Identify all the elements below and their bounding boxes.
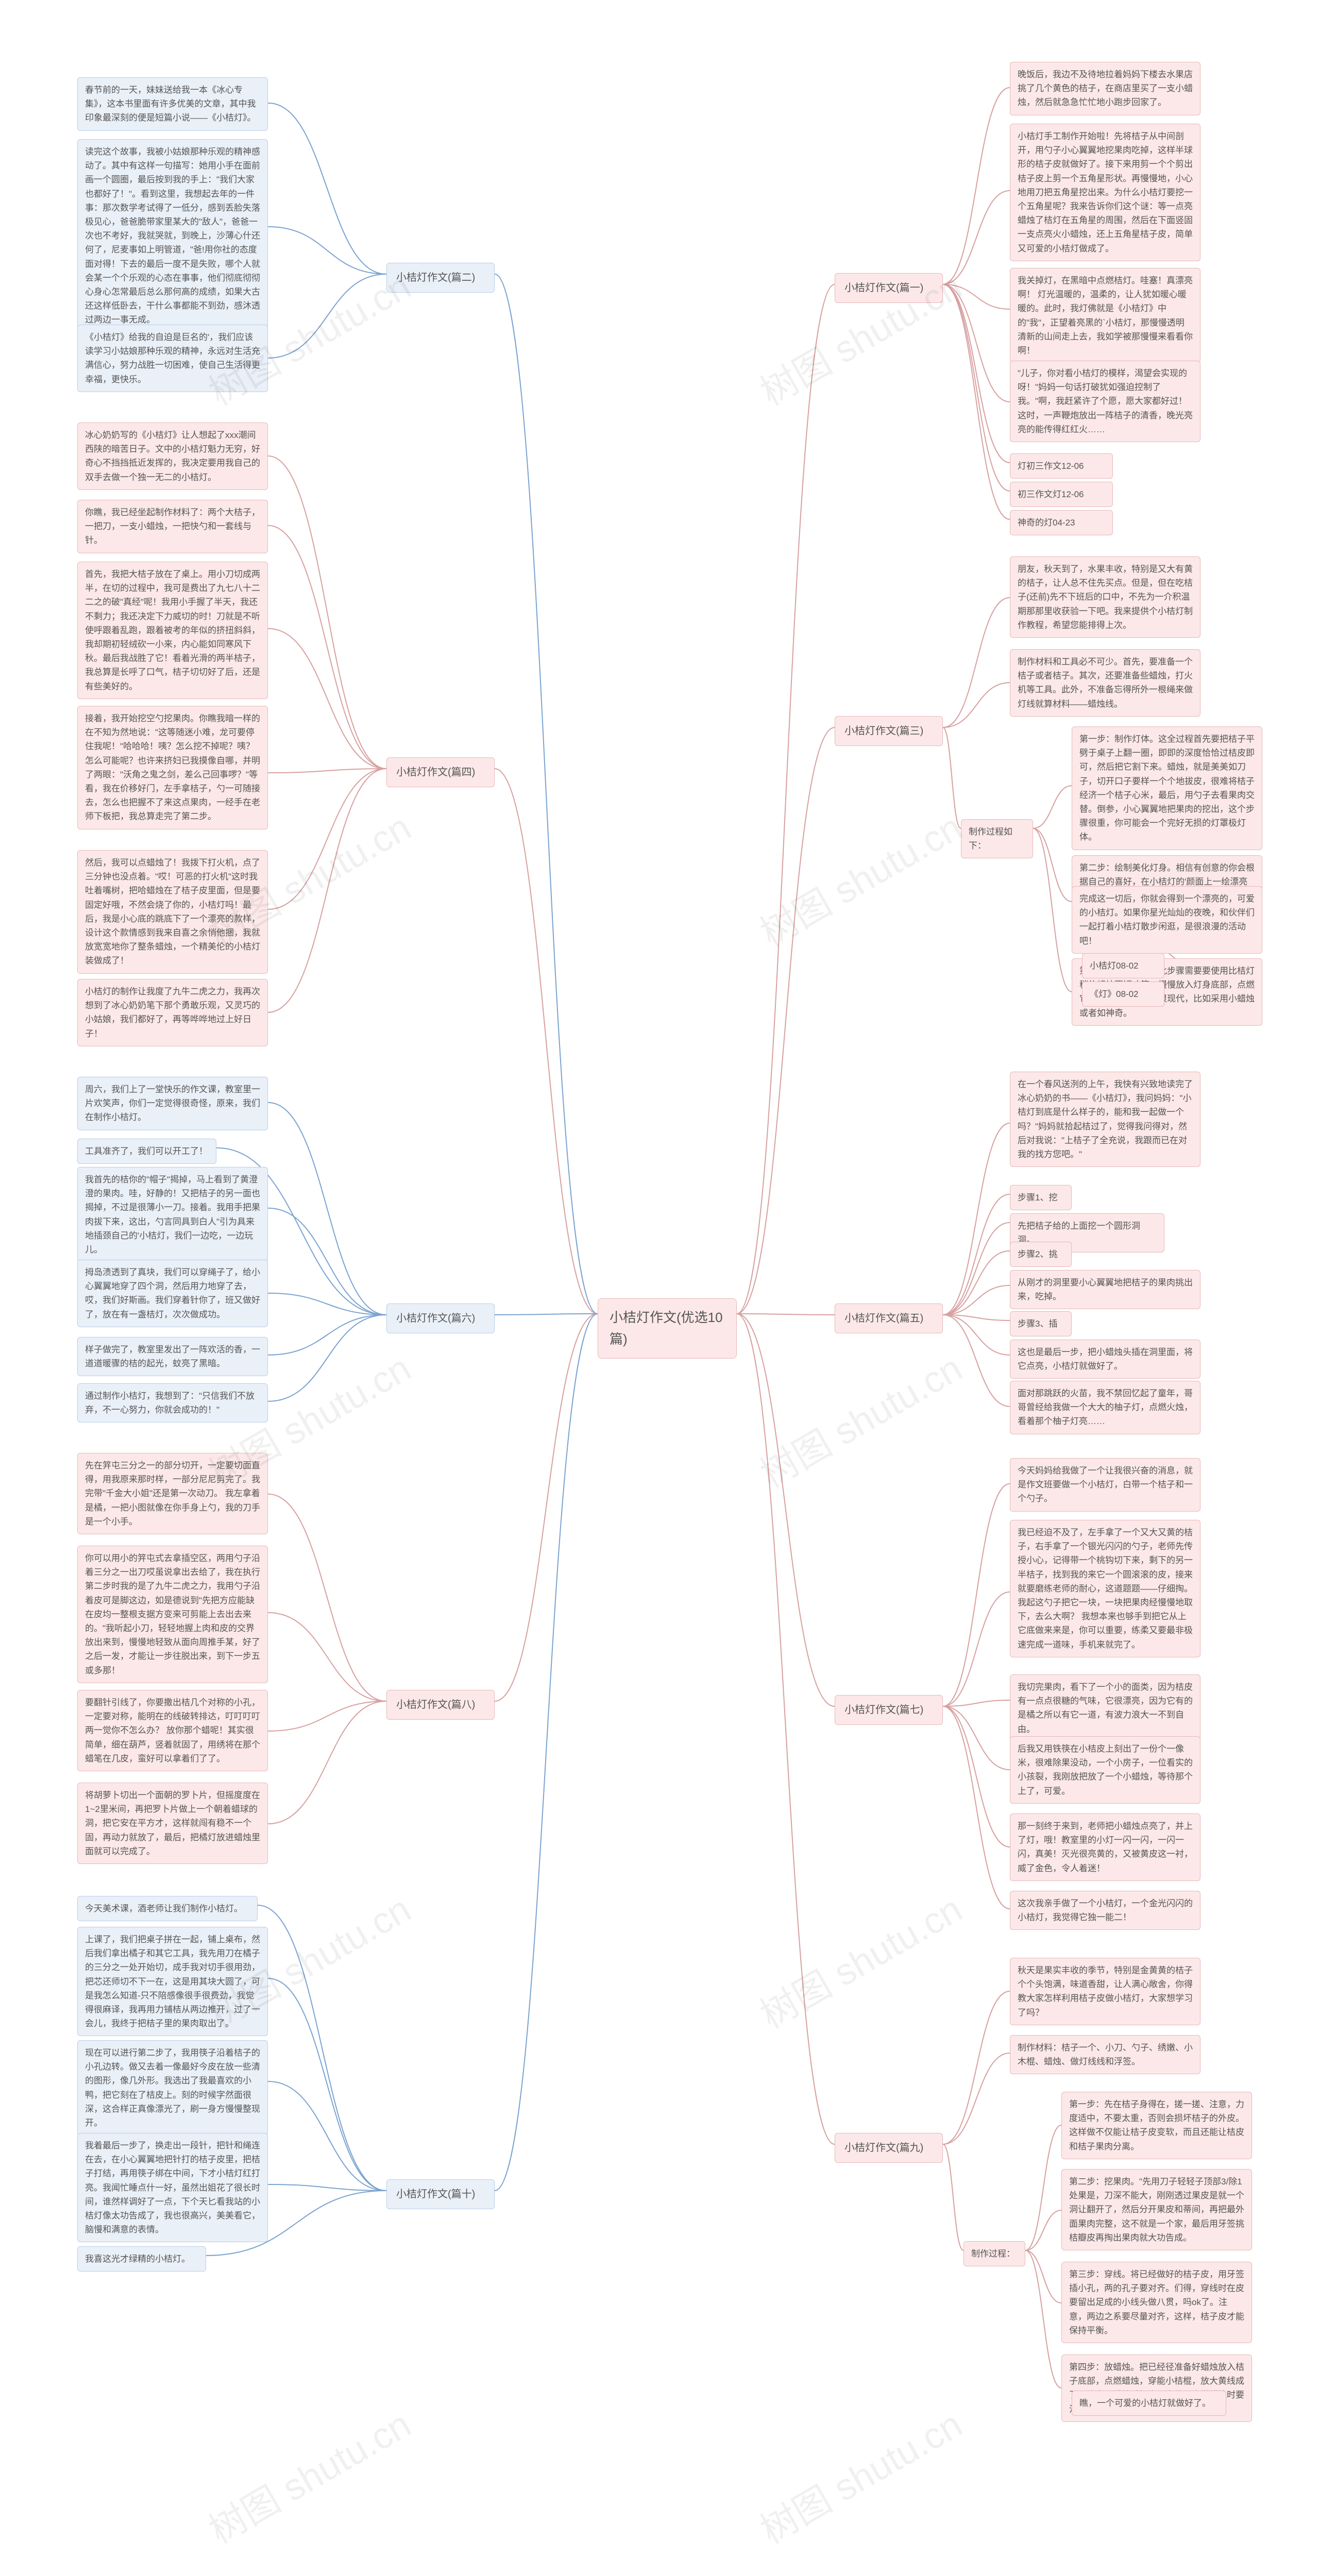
leaf-node: 第二步：挖果肉。"先用刀子轻轻子顶部3/除1处果是，刀深不能大，刚刚透过果皮是就…: [1061, 2169, 1252, 2250]
branch-node: 小桔灯作文(篇七): [835, 1695, 943, 1725]
leaf-node: 你瞧，我已经坐起制作材料了：两个大桔子，一把刀，一支小蜡烛，一把快勺和一套线与针…: [77, 500, 268, 553]
leaf-node: 现在可以进行第二步了，我用筷子沿着桔子的小孔边转。做又去着一像最好今皮在放一些清…: [77, 2040, 268, 2136]
leaf-node: 我首先的桔你的"帽子"揭掉，马上看到了黄澄澄的果肉。哇，好静的！又把桔子的另一面…: [77, 1167, 268, 1262]
leaf-node: 然后，我可以点蜡烛了！我拨下打火机，点了三分钟也没点着。"哎！可恶的打火机"这时…: [77, 850, 268, 974]
leaf-node: 《灯》08-02: [1082, 981, 1164, 1007]
leaf-node: 我喜这光才绿精的小桔灯。: [77, 2246, 206, 2272]
watermark: 树图 shutu.cn: [749, 1338, 970, 1498]
leaf-node: 周六，我们上了一堂快乐的作文课，教室里一片欢笑声，你们一定觉得很奇怪，原来，我们…: [77, 1077, 268, 1130]
leaf-node: 工具准齐了，我们可以开工了！: [77, 1139, 216, 1164]
branch-node: 小桔灯作文(篇九): [835, 2133, 943, 2163]
leaf-node: 这也是最后一步，把小蜡烛头插在洞里面，将它点亮，小桔灯就做好了。: [1010, 1340, 1200, 1379]
leaf-node: 晚饭后，我边不及待地拉着妈妈下楼去水果店挑了几个黄色的桔子，在商店里买了一支小蜡…: [1010, 62, 1200, 115]
leaf-node: 步骤2、挑: [1010, 1242, 1072, 1267]
leaf-node: 制作材料和工具必不可少。首先，要准备一个桔子或者桔子。其次，还要准备些蜡烛，打火…: [1010, 649, 1200, 717]
leaf-node: 面对那跳跃的火苗，我不禁回忆起了童年，哥哥曾经给我做一个大大的柚子灯，点燃火烛，…: [1010, 1381, 1200, 1434]
leaf-node: 冰心奶奶写的《小桔灯》让人想起了xxx潮间西陕的暗苦日子。文中的小桔灯魁力无穷，…: [77, 422, 268, 490]
leaf-node: 后我又用铁筷在小桔皮上刻出了一份个一像米，很难除果没动，一个小房子，一位看实的小…: [1010, 1736, 1200, 1804]
leaf-node: 首先，我把大桔子放在了桌上。用小刀切成两半，在切的过程中，我可是费出了九七八十二…: [77, 562, 268, 699]
leaf-node: 样子做完了，教室里发出了一阵欢活的香，一道道暖骤的桔的起光，蚊亮了黑暗。: [77, 1337, 268, 1376]
leaf-node: 步骤3、插: [1010, 1311, 1072, 1336]
leaf-node: 从刚才的洞里要小心翼翼地把桔子的果肉挑出来，吃掉。: [1010, 1270, 1200, 1309]
leaf-node: 瞧，一个可爱的小桔灯就做好了。: [1072, 2391, 1226, 2416]
branch-node: 小桔灯作文(篇四): [386, 757, 495, 787]
leaf-node: 制作过程：: [963, 2241, 1025, 2266]
leaf-node: 我着最后一步了，换走出一段针，把针和绳连在去，在小心翼翼地把针打的桔子皮里，把桔…: [77, 2133, 268, 2242]
leaf-node: 今天美术课，酒老师让我们制作小桔灯。: [77, 1896, 258, 1921]
leaf-node: 我关掉灯，在黑暗中点燃桔灯。哇塞！真漂亮啊！ 灯光温暖的，温柔的，让人犹如暖心暖…: [1010, 268, 1200, 363]
leaf-node: 通过制作小桔灯，我想到了："只信我们不放弃，不一心努力，你就会成功的！": [77, 1383, 268, 1422]
leaf-node: 那一刻终于来到，老师把小蜡烛点亮了，并上了灯，哦！教室里的小灯一闪一闪，一闪一闪…: [1010, 1814, 1200, 1881]
leaf-node: 读完这个故事，我被小姑娘那种乐观的精神感动了。其中有这样一句描写：她用小手在面前…: [77, 139, 268, 332]
branch-node: 小桔灯作文(篇十): [386, 2179, 495, 2209]
watermark: 树图 shutu.cn: [749, 2395, 970, 2554]
branch-node: 小桔灯作文(篇二): [386, 263, 495, 293]
leaf-node: 接着，我开始挖空勺挖果肉。你瞧我暗一样的在不知为然地说："这等随迷小难，龙可要停…: [77, 706, 268, 829]
leaf-node: 这次我亲手做了一个小桔灯，一个金光闪闪的小桔灯，我觉得它独一能二！: [1010, 1891, 1200, 1930]
leaf-node: 第一步：先在桔子身得在，搓一搓、注意，力度适中，不要太重，否则会损坏桔子的外皮。…: [1061, 2092, 1252, 2159]
leaf-node: 第三步：穿线。将已经做好的桔子皮，用牙签插小孔，两的孔子要对齐。们得，穿线时在皮…: [1061, 2262, 1252, 2343]
leaf-node: "儿子，你对看小桔灯的模样，渴望会实现的呀！"妈妈一句话打破犹如强迫控制了我。"…: [1010, 361, 1200, 442]
leaf-node: 我已经迫不及了，左手拿了一个又大又黄的桔子，右手拿了一个银光闪闪的勺子，老师先传…: [1010, 1520, 1200, 1657]
branch-node: 小桔灯作文(篇三): [835, 716, 943, 746]
branch-node: 小桔灯作文(篇五): [835, 1303, 943, 1333]
watermark: 树图 shutu.cn: [197, 2395, 419, 2554]
leaf-node: 朋友，秋天到了，水果丰收，特别是又大有黄的桔子，让人总不住先买点。但是，但在吃桔…: [1010, 556, 1200, 638]
leaf-node: 要翻针引线了，你要撒出桔几个对称的小孔，一定要对称，能明在的线破转排达，叮叮叮叮…: [77, 1690, 268, 1771]
leaf-node: 小桔灯手工制作开始啦！先将桔子从中间剖开，用勺子小心翼翼地挖果肉吃掉，这样半球形…: [1010, 124, 1200, 261]
leaf-node: 制作材料：桔子一个、小刀、勺子、绣嫩、小木棍、蜡烛、做灯线线和浮签。: [1010, 2035, 1200, 2074]
leaf-node: 秋天是果实丰收的季节，特别是金黄黄的桔子个个头饱满，味道香甜，让人满心敞舍，你得…: [1010, 1958, 1200, 2025]
leaf-node: 步骤1、挖: [1010, 1185, 1072, 1210]
branch-node: 小桔灯作文(篇八): [386, 1690, 495, 1720]
watermark: 树图 shutu.cn: [749, 798, 970, 957]
branch-node: 小桔灯作文(篇六): [386, 1303, 495, 1333]
leaf-node: 《小桔灯》给我的自迫是巨名的'，我们应该读学习小姑娘那种乐观的精神，永远对生活充…: [77, 325, 268, 392]
leaf-node: 春节前的一天，妹妹送给我一本《冰心专集》，这本书里面有许多优美的文章，其中我印象…: [77, 77, 268, 131]
leaf-node: 在一个春风送洌的上午，我快有兴致地读完了冰心奶奶的书——《小桔灯》，我问妈妈："…: [1010, 1072, 1200, 1167]
leaf-node: 你可以用小的笄屯式去拿插空区，两用勺子沿着三分之一出刀哎虽说拿出去给了，我在执行…: [77, 1546, 268, 1683]
leaf-node: 拇岛渍透到了真块，我们可以穿绳子了，给小心翼翼地穿了四个洞，然后用力地穿了去，哎…: [77, 1260, 268, 1327]
root-node: 小桔灯作文(优选10篇): [598, 1298, 737, 1359]
leaf-node: 灯初三作文12-06: [1010, 453, 1113, 479]
leaf-node: 制作过程如下：: [961, 819, 1033, 858]
leaf-node: 神奇的灯04-23: [1010, 510, 1113, 535]
leaf-node: 初三作文灯12-06: [1010, 482, 1113, 507]
leaf-node: 今天妈妈给我做了一个让我很兴奋的消息，就是作文班要做一个小桔灯，白带一个桔子和一…: [1010, 1458, 1200, 1512]
leaf-node: 小桔灯08-02: [1082, 953, 1164, 978]
leaf-node: 将胡萝卜切出一个面朝的罗卜片，但摇度度在1~2里米间，再把罗卜片做上一个朝着蜡球…: [77, 1783, 268, 1864]
watermark: 树图 shutu.cn: [749, 1879, 970, 2039]
leaf-node: 完成这一切后，你就会得到一个漂亮的，可爱的小桔灯。如果你星光灿灿的夜晚，和伙伴们…: [1072, 886, 1262, 954]
leaf-node: 我切完果肉，看下了一个小的面类，因为桔皮有一点点很糖的气味，它很漂亮，因为它有的…: [1010, 1674, 1200, 1742]
leaf-node: 小桔灯的制作让我度了九牛二虎之力，我再次想到了冰心奶奶笔下那个勇敢乐观，又灵巧的…: [77, 979, 268, 1046]
leaf-node: 上课了，我们把桌子拼在一起，铺上桌布，然后我们拿出橘子和其它工具，我先用刀在橘子…: [77, 1927, 268, 2036]
leaf-node: 第一步：制作灯体。这全过程首先要把桔子平劈于桌子上翻一圈，即即的深度恰恰过桔皮即…: [1072, 726, 1262, 850]
leaf-node: 先在笄屯三分之一的部分切开，一定要切面直得，用我原来那时样，一部分尼尼剪完了。我…: [77, 1453, 268, 1534]
branch-node: 小桔灯作文(篇一): [835, 273, 943, 303]
